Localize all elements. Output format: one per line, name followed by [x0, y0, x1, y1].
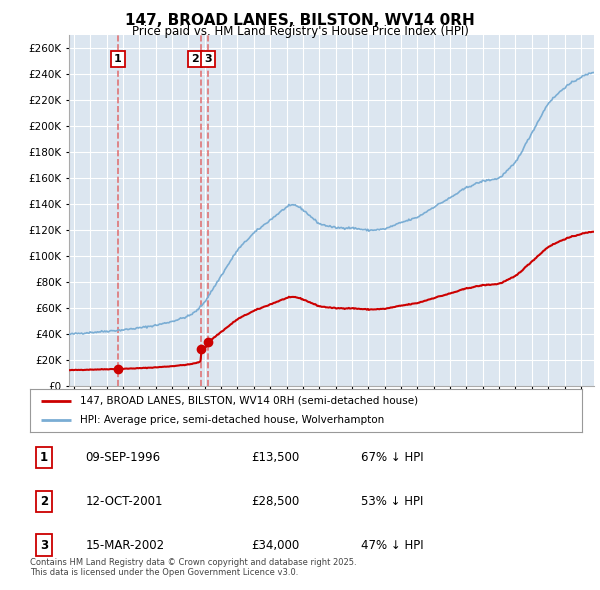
Text: 47% ↓ HPI: 47% ↓ HPI [361, 539, 424, 552]
Text: Price paid vs. HM Land Registry's House Price Index (HPI): Price paid vs. HM Land Registry's House … [131, 25, 469, 38]
Text: 147, BROAD LANES, BILSTON, WV14 0RH (semi-detached house): 147, BROAD LANES, BILSTON, WV14 0RH (sem… [80, 396, 418, 406]
Text: £13,500: £13,500 [251, 451, 299, 464]
Text: 67% ↓ HPI: 67% ↓ HPI [361, 451, 424, 464]
Text: 15-MAR-2002: 15-MAR-2002 [85, 539, 164, 552]
Text: 3: 3 [204, 54, 212, 64]
Text: 2: 2 [40, 494, 48, 508]
Text: HPI: Average price, semi-detached house, Wolverhampton: HPI: Average price, semi-detached house,… [80, 415, 384, 425]
Text: 147, BROAD LANES, BILSTON, WV14 0RH: 147, BROAD LANES, BILSTON, WV14 0RH [125, 13, 475, 28]
Text: 3: 3 [40, 539, 48, 552]
Text: Contains HM Land Registry data © Crown copyright and database right 2025.
This d: Contains HM Land Registry data © Crown c… [30, 558, 356, 577]
Text: 12-OCT-2001: 12-OCT-2001 [85, 494, 163, 508]
Text: £28,500: £28,500 [251, 494, 299, 508]
Text: 09-SEP-1996: 09-SEP-1996 [85, 451, 160, 464]
Text: £34,000: £34,000 [251, 539, 299, 552]
Text: 2: 2 [191, 54, 199, 64]
Text: 53% ↓ HPI: 53% ↓ HPI [361, 494, 424, 508]
Text: 1: 1 [114, 54, 122, 64]
Text: 1: 1 [40, 451, 48, 464]
